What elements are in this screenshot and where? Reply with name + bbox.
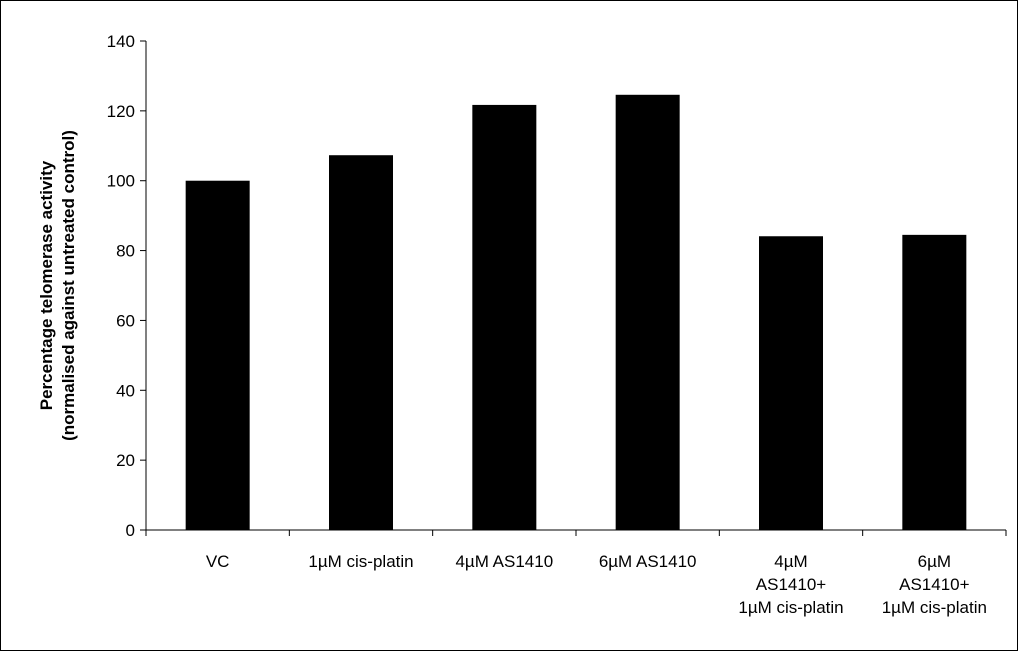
x-category-label: 4µM AS1410 [455,552,553,571]
y-tick-label: 80 [116,242,135,261]
y-axis-title-line: (normalised against untreated control) [59,130,78,441]
x-category-label-line: 6µM AS1410 [599,552,697,571]
bar [329,155,393,530]
x-category-label-line: 4µM AS1410 [455,552,553,571]
y-tick-label: 100 [107,172,135,191]
bar [615,94,680,530]
x-category-label-line: AS1410+ [756,575,826,594]
bar [902,234,967,530]
bar [472,104,537,531]
y-axis-title-line: Percentage telomerase activity [37,160,56,410]
x-category-label-line: 1µM cis-platin [738,598,843,617]
bar [759,236,823,530]
x-category-label-line: 1µM cis-platin [882,598,987,617]
x-axis [145,529,1007,536]
y-tick-label: 40 [116,381,135,400]
y-axis-title: Percentage telomerase activity (normalise… [37,130,78,441]
x-category-label: 1µM cis-platin [308,552,413,571]
x-category-label-line: 1µM cis-platin [308,552,413,571]
x-category-label: 4µM AS1410+ 1µM cis-platin [738,552,843,617]
y-tick-label: 0 [126,521,135,540]
bar [185,180,250,530]
x-category-label-line: 4µM [774,552,807,571]
y-tick-label: 20 [116,451,135,470]
x-category-label-line: AS1410+ [899,575,969,594]
x-category-label: 6µM AS1410+ 1µM cis-platin [882,552,987,617]
x-category-label-line: VC [206,552,230,571]
x-category-label: 6µM AS1410 [599,552,697,571]
x-category-label: VC [206,552,230,571]
y-axis: 0 20 40 60 80 100 120 140 [107,32,147,540]
y-tick-label: 140 [107,32,135,51]
y-tick-label: 60 [116,311,135,330]
y-tick-label: 120 [107,102,135,121]
x-category-labels: VC 1µM cis-platin 4µM AS1410 6µM AS1410 4µM A… [206,552,987,617]
x-category-label-line: 6µM [918,552,951,571]
bars [185,94,967,531]
